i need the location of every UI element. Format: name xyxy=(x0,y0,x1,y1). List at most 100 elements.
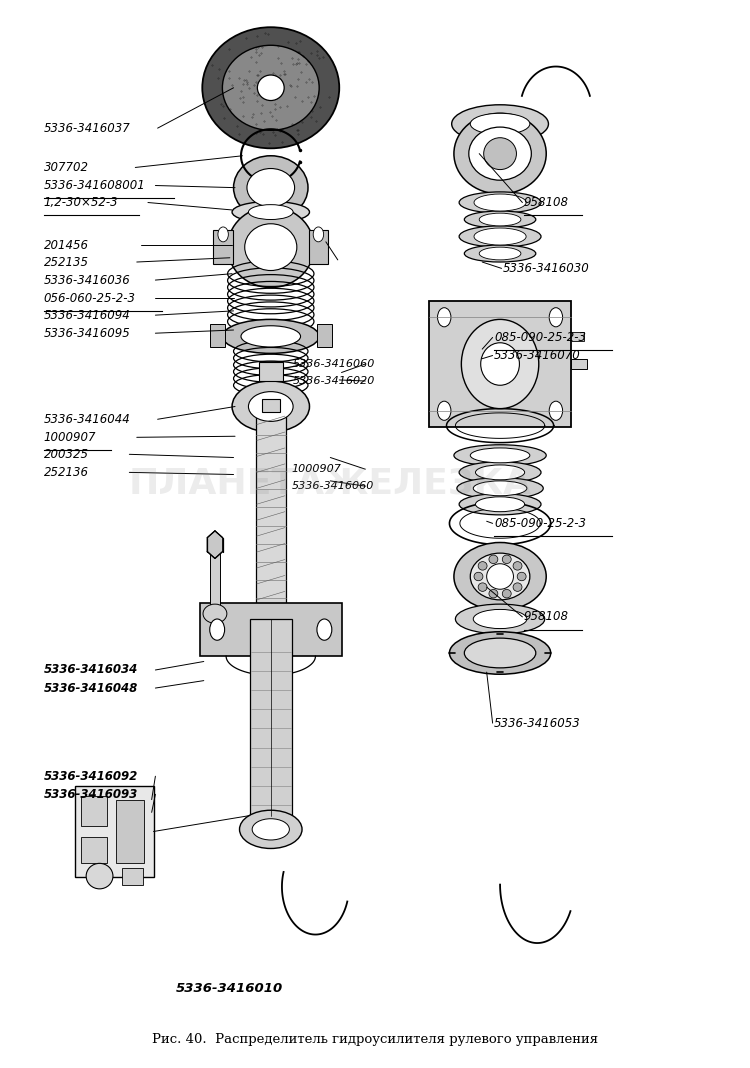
Ellipse shape xyxy=(479,214,521,226)
Bar xyxy=(262,399,280,412)
Ellipse shape xyxy=(474,194,526,211)
Ellipse shape xyxy=(487,564,514,590)
Ellipse shape xyxy=(452,105,548,143)
Ellipse shape xyxy=(232,381,310,431)
Bar xyxy=(116,800,144,863)
Ellipse shape xyxy=(232,202,310,223)
Text: 252136: 252136 xyxy=(44,466,88,478)
Ellipse shape xyxy=(247,169,295,207)
Ellipse shape xyxy=(317,619,332,640)
Text: 5336-3416053: 5336-3416053 xyxy=(494,717,580,729)
Ellipse shape xyxy=(459,192,541,214)
Ellipse shape xyxy=(549,402,562,421)
Text: 1000907: 1000907 xyxy=(292,465,341,474)
Ellipse shape xyxy=(470,113,530,135)
Text: 085-090-25-2-3: 085-090-25-2-3 xyxy=(494,331,586,344)
Ellipse shape xyxy=(454,113,546,194)
Bar xyxy=(200,603,341,656)
Bar xyxy=(256,412,286,609)
Text: 5336-3416010: 5336-3416010 xyxy=(176,983,284,995)
Ellipse shape xyxy=(86,863,113,889)
Text: 5336-3416093: 5336-3416093 xyxy=(44,788,138,801)
Text: 5336-3416060: 5336-3416060 xyxy=(293,359,376,370)
Text: 5336-3416092: 5336-3416092 xyxy=(44,770,138,783)
Ellipse shape xyxy=(478,583,487,592)
Ellipse shape xyxy=(503,590,512,598)
Ellipse shape xyxy=(513,562,522,570)
Text: 307702: 307702 xyxy=(44,161,88,174)
Ellipse shape xyxy=(203,604,226,624)
Ellipse shape xyxy=(470,447,530,462)
Text: 056-060-25-2-3: 056-060-25-2-3 xyxy=(44,292,136,304)
Ellipse shape xyxy=(489,590,498,598)
Ellipse shape xyxy=(459,493,541,515)
Text: 5336-3416020: 5336-3416020 xyxy=(293,376,376,386)
Bar xyxy=(429,301,571,427)
Bar xyxy=(81,797,107,827)
Ellipse shape xyxy=(464,638,536,668)
Text: 5336-3416044: 5336-3416044 xyxy=(44,412,130,426)
Text: 1000907: 1000907 xyxy=(44,430,96,444)
Ellipse shape xyxy=(257,75,284,100)
Text: 958108: 958108 xyxy=(524,611,569,624)
Ellipse shape xyxy=(478,562,487,570)
Text: 5336-3416048: 5336-3416048 xyxy=(44,681,138,694)
Text: 5336-3416036: 5336-3416036 xyxy=(44,273,130,286)
Text: 5336-3416095: 5336-3416095 xyxy=(44,327,130,340)
Text: 5336-3416070: 5336-3416070 xyxy=(494,349,580,362)
Bar xyxy=(214,230,232,264)
Ellipse shape xyxy=(244,224,297,270)
Ellipse shape xyxy=(233,156,308,220)
Ellipse shape xyxy=(252,819,290,841)
Bar xyxy=(250,619,292,816)
Text: 5336-3416030: 5336-3416030 xyxy=(503,262,590,274)
Bar xyxy=(75,786,154,877)
Bar xyxy=(309,230,328,264)
Ellipse shape xyxy=(513,583,522,592)
Ellipse shape xyxy=(223,45,320,130)
Ellipse shape xyxy=(473,481,526,496)
Ellipse shape xyxy=(503,555,512,564)
Ellipse shape xyxy=(474,572,483,581)
Ellipse shape xyxy=(437,402,451,421)
Ellipse shape xyxy=(470,553,530,600)
Polygon shape xyxy=(207,531,223,559)
Text: 5336-3416060: 5336-3416060 xyxy=(292,482,374,491)
Ellipse shape xyxy=(469,127,531,180)
Ellipse shape xyxy=(549,308,562,327)
Text: 1,2-30×52-3: 1,2-30×52-3 xyxy=(44,197,118,209)
Ellipse shape xyxy=(239,811,302,848)
Ellipse shape xyxy=(474,227,526,245)
Bar xyxy=(317,324,332,347)
Ellipse shape xyxy=(479,247,521,260)
Bar xyxy=(571,359,587,370)
Bar xyxy=(210,324,224,347)
Ellipse shape xyxy=(461,319,538,409)
Ellipse shape xyxy=(218,227,228,241)
Ellipse shape xyxy=(518,572,526,581)
Ellipse shape xyxy=(459,461,541,483)
Ellipse shape xyxy=(455,604,544,634)
Bar xyxy=(210,550,220,609)
Ellipse shape xyxy=(314,227,324,241)
Ellipse shape xyxy=(248,392,293,422)
Ellipse shape xyxy=(476,497,525,512)
Ellipse shape xyxy=(241,326,301,347)
Ellipse shape xyxy=(457,477,543,499)
Ellipse shape xyxy=(454,444,546,466)
Ellipse shape xyxy=(248,205,293,220)
Ellipse shape xyxy=(227,207,314,287)
Bar xyxy=(81,837,107,863)
Ellipse shape xyxy=(464,211,536,227)
Bar xyxy=(259,362,283,381)
Text: 201456: 201456 xyxy=(44,238,88,252)
Ellipse shape xyxy=(210,619,224,640)
Ellipse shape xyxy=(464,245,536,262)
Text: ПЛАНЕТАЖЕЛЕЗКА: ПЛАНЕТАЖЕЛЕЗКА xyxy=(129,466,532,500)
Text: 958108: 958108 xyxy=(524,197,569,209)
Ellipse shape xyxy=(481,343,520,386)
Text: 5336-3416034: 5336-3416034 xyxy=(44,663,138,676)
Ellipse shape xyxy=(437,308,451,327)
Text: 5336-3416037: 5336-3416037 xyxy=(44,122,130,135)
Ellipse shape xyxy=(476,465,525,480)
